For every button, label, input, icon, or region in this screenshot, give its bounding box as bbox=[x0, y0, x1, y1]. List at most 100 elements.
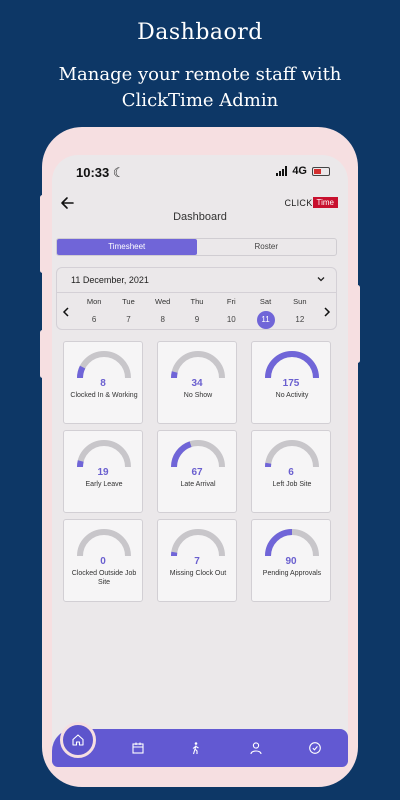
stat-tile[interactable]: 67 Late Arrival bbox=[157, 430, 237, 513]
phone-side-button bbox=[40, 330, 45, 378]
day-sat[interactable]: Sat 11 bbox=[248, 296, 282, 329]
status-time: 10:33 ☾ bbox=[76, 165, 125, 181]
gauge-fill bbox=[265, 351, 319, 379]
gauge-track bbox=[171, 529, 225, 557]
chevron-down-icon[interactable] bbox=[316, 274, 326, 284]
day-number: 12 bbox=[295, 315, 305, 324]
phone-side-button bbox=[40, 195, 45, 273]
chevron-right-icon[interactable] bbox=[322, 306, 332, 318]
stat-label: No Activity bbox=[275, 392, 309, 399]
gauge-chart bbox=[265, 351, 319, 379]
gauge-chart bbox=[265, 529, 319, 557]
back-arrow-icon[interactable] bbox=[56, 191, 80, 215]
gauge-track bbox=[171, 351, 225, 379]
calendar-icon[interactable] bbox=[131, 741, 145, 755]
day-tue[interactable]: Tue 7 bbox=[111, 296, 145, 329]
status-time-text: 10:33 bbox=[76, 165, 110, 180]
day-fri[interactable]: Fri 10 bbox=[214, 296, 248, 329]
promo-subtitle-line1: Manage your remote staff with bbox=[58, 64, 342, 85]
gauge-track bbox=[77, 351, 131, 379]
gauge-chart bbox=[77, 529, 131, 557]
day-name: Fri bbox=[226, 297, 236, 306]
stat-label: Left Job Site bbox=[272, 481, 312, 488]
week-strip: Mon 6 Tue 7 Wed 8 Thu 9 Fri 10 Sat 11 Sun 12 bbox=[77, 296, 317, 329]
stat-count: 90 bbox=[285, 556, 297, 567]
stat-tile[interactable]: 90 Pending Approvals bbox=[251, 519, 331, 602]
gauge-chart bbox=[76, 440, 131, 468]
promo-subtitle-line2: ClickTime Admin bbox=[121, 90, 279, 111]
gauge-fill bbox=[77, 365, 86, 379]
day-number: 8 bbox=[160, 315, 165, 324]
day-name: Tue bbox=[122, 297, 135, 306]
phone-side-button bbox=[355, 285, 360, 363]
tab-roster[interactable]: Roster bbox=[254, 242, 279, 251]
home-icon bbox=[72, 734, 84, 746]
day-name: Wed bbox=[155, 297, 171, 306]
day-number: 9 bbox=[194, 315, 200, 324]
stat-tile[interactable]: 0 Clocked Outside Job Site bbox=[63, 519, 143, 602]
gauge-fill bbox=[171, 441, 192, 468]
stat-count: 8 bbox=[100, 378, 106, 389]
signal-icon bbox=[276, 166, 288, 176]
walking-icon[interactable] bbox=[189, 741, 203, 755]
stat-label: Late Arrival bbox=[180, 481, 216, 488]
stat-tile[interactable]: 6 Left Job Site bbox=[251, 430, 331, 513]
stat-tile[interactable]: 175 No Activity bbox=[251, 341, 331, 424]
stat-tile[interactable]: 34 No Show bbox=[157, 341, 237, 424]
date-picker: 11 December, 2021 Mon 6 Tue 7 Wed 8 Thu 9 Fri 10 S… bbox=[56, 267, 337, 330]
day-wed[interactable]: Wed 8 bbox=[146, 296, 180, 329]
app-screen: 10:33 ☾ 4G CLICK Time Dashboard Timeshee… bbox=[52, 155, 348, 767]
day-number: 7 bbox=[126, 315, 131, 324]
day-name: Mon bbox=[86, 297, 102, 306]
tab-timesheet[interactable]: Timesheet bbox=[57, 239, 197, 255]
gauge-chart bbox=[171, 529, 225, 557]
clicktime-logo: CLICK Time bbox=[284, 197, 338, 208]
user-icon[interactable] bbox=[249, 741, 263, 755]
stat-tile[interactable]: 8 Clocked In & Working bbox=[63, 341, 143, 424]
clock-check-icon[interactable] bbox=[308, 741, 322, 755]
selected-date[interactable]: 11 December, 2021 bbox=[71, 275, 149, 285]
stat-tile[interactable]: 7 Missing Clock Out bbox=[157, 519, 237, 602]
network-label: 4G bbox=[292, 165, 307, 177]
promo-subtitle: Manage your remote staff with ClickTime … bbox=[0, 62, 400, 114]
view-tabs: Timesheet Roster bbox=[56, 238, 337, 256]
gauge-chart bbox=[77, 351, 131, 379]
moon-icon: ☾ bbox=[112, 165, 125, 180]
stat-count: 67 bbox=[191, 467, 203, 478]
day-name: Sat bbox=[259, 297, 272, 306]
day-number-selected: 11 bbox=[256, 311, 275, 329]
day-name: Thu bbox=[190, 297, 204, 306]
gauge-chart bbox=[265, 440, 319, 468]
home-button[interactable] bbox=[60, 722, 96, 758]
gauge-fill bbox=[170, 371, 178, 379]
stat-label: Clocked Outside Job Site bbox=[71, 570, 137, 586]
stat-label: No Show bbox=[183, 392, 213, 399]
stat-tile[interactable]: 19 Early Leave bbox=[63, 430, 143, 513]
gauge-chart bbox=[170, 351, 225, 379]
stat-label: Clocked In & Working bbox=[70, 392, 138, 399]
battery-icon bbox=[312, 166, 330, 176]
gauge-fill bbox=[265, 529, 293, 557]
status-bar: 10:33 ☾ 4G bbox=[52, 155, 348, 191]
day-number: 10 bbox=[226, 315, 236, 324]
chevron-left-icon[interactable] bbox=[61, 306, 71, 318]
gauge-track bbox=[77, 440, 131, 468]
day-thu[interactable]: Thu 9 bbox=[180, 296, 214, 329]
stat-count: 19 bbox=[97, 467, 109, 478]
logo-click-text: CLICK bbox=[284, 197, 313, 208]
promo-title: Dashbaord bbox=[137, 20, 263, 45]
logo-time-text: Time bbox=[312, 197, 338, 208]
stat-count: 175 bbox=[282, 378, 300, 389]
day-sun[interactable]: Sun 12 bbox=[283, 296, 317, 329]
stat-label: Early Leave bbox=[85, 481, 123, 488]
bottom-nav bbox=[52, 729, 348, 767]
stat-label: Pending Approvals bbox=[262, 570, 322, 577]
stat-count: 6 bbox=[288, 467, 294, 478]
day-mon[interactable]: Mon 6 bbox=[77, 296, 111, 329]
stat-count: 7 bbox=[194, 556, 200, 567]
day-number: 6 bbox=[91, 315, 97, 324]
gauge-track bbox=[77, 529, 131, 557]
status-indicators: 4G bbox=[276, 165, 330, 177]
stat-count: 0 bbox=[100, 556, 106, 567]
gauge-chart bbox=[171, 440, 225, 468]
